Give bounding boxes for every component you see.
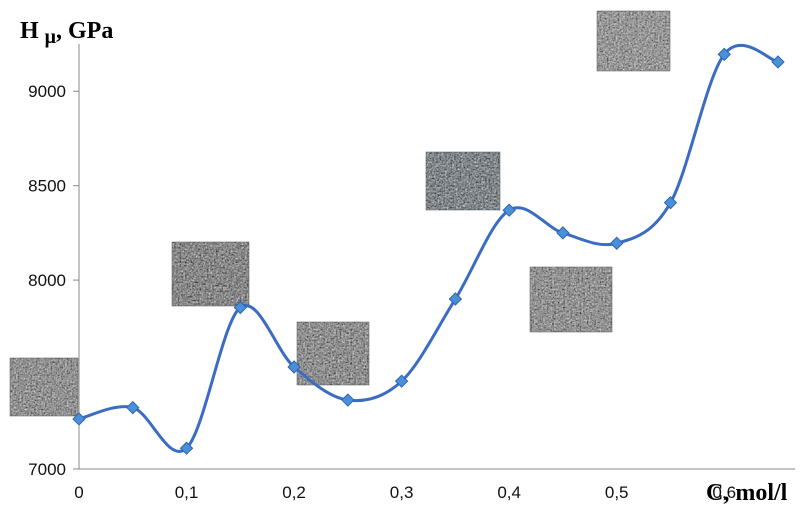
data-point-marker <box>771 55 785 69</box>
data-point-marker <box>233 300 248 315</box>
micrographs <box>9 10 671 417</box>
y-tick-label: 8000 <box>28 271 66 290</box>
tick-labels: 7000750080008500900000,10,20,30,40,50,6 <box>28 82 736 502</box>
x-tick-label: 0,5 <box>605 483 629 502</box>
axes <box>73 44 795 470</box>
micrograph-image <box>596 10 671 72</box>
x-tick-label: 0,3 <box>390 483 414 502</box>
data-point-marker <box>609 236 624 250</box>
data-point-marker <box>717 47 731 62</box>
micrograph-image <box>9 357 79 417</box>
data-point-marker <box>663 195 678 210</box>
micrograph-image <box>529 266 613 333</box>
data-point-marker <box>502 203 516 217</box>
micrograph-image <box>425 151 501 211</box>
x-tick-label: 0 <box>74 483 83 502</box>
data-point-marker <box>394 374 409 388</box>
data-point-marker <box>179 441 194 455</box>
data-markers <box>72 47 785 455</box>
data-point-marker <box>556 226 570 240</box>
x-tick-label: 0,1 <box>175 483 199 502</box>
data-point-marker <box>126 400 140 415</box>
x-axis-title: C, mol/l <box>706 480 788 506</box>
y-tick-label: 7000 <box>28 460 66 479</box>
data-point-marker <box>72 412 86 426</box>
y-tick-label: 9000 <box>28 82 66 101</box>
x-tick-label: 0,2 <box>282 483 306 502</box>
micrograph-image <box>296 321 370 386</box>
x-tick-label: 0,6 <box>712 483 736 502</box>
data-point-marker <box>448 292 463 306</box>
micrograph-image <box>171 241 250 307</box>
data-point-marker <box>287 360 301 374</box>
data-point-marker <box>341 393 355 407</box>
y-tick-label: 8500 <box>28 177 66 196</box>
x-tick-label: 0,4 <box>497 483 521 502</box>
